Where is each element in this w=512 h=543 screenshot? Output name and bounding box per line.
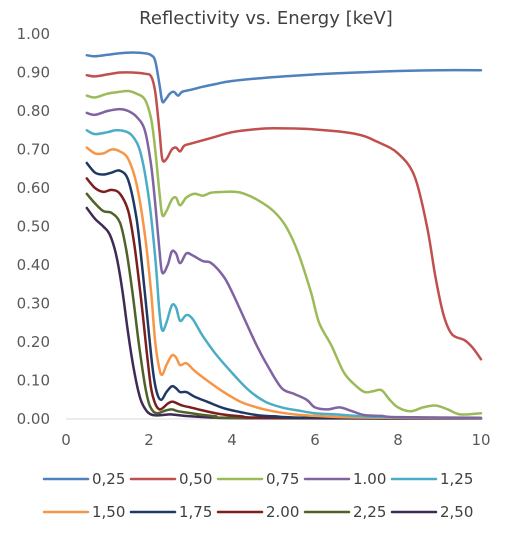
legend-item: 0,75 [216, 470, 299, 488]
series-line [85, 107, 483, 420]
legend-item: 2,50 [390, 503, 473, 521]
y-axis-ticks: 0.00 0.10 0.20 0.30 0.40 0.50 0.60 0.70 0.80 0.90… [17, 25, 50, 428]
series-line [85, 177, 483, 420]
legend-item: 0,25 [42, 470, 125, 488]
x-tick-label: 2 [144, 431, 154, 449]
legend-label: 1,50 [92, 503, 125, 521]
x-tick-label: 4 [227, 431, 237, 449]
legend-label: 2,25 [353, 503, 386, 521]
y-tick-label: 0.30 [17, 295, 50, 313]
series-lines [85, 51, 483, 420]
series-line [85, 161, 483, 420]
legend-label: 0,25 [92, 470, 125, 488]
legend-label: 1,75 [179, 503, 212, 521]
y-tick-label: 0.50 [17, 218, 50, 236]
series-line [85, 71, 483, 361]
legend-item: 1.00 [303, 470, 386, 488]
legend-label: 0,50 [179, 470, 212, 488]
series-line [85, 128, 483, 420]
legend-item: 2,25 [303, 503, 386, 521]
legend-label: 0,75 [266, 470, 299, 488]
y-tick-label: 0.00 [17, 410, 50, 428]
legend-label: 2.00 [266, 503, 299, 521]
series-line [85, 89, 483, 416]
legend-label: 1.00 [353, 470, 386, 488]
legend-item: 2.00 [216, 503, 299, 521]
y-tick-label: 0.20 [17, 333, 50, 351]
x-tick-label: 6 [310, 431, 320, 449]
legend-label: 2,50 [440, 503, 473, 521]
x-tick-label: 8 [393, 431, 403, 449]
legend-label: 1,25 [440, 470, 473, 488]
y-tick-label: 0.70 [17, 141, 50, 159]
chart-title: Reflectivity vs. Energy [keV] [139, 8, 393, 29]
series-line [85, 192, 483, 420]
legend-item: 1,50 [42, 503, 125, 521]
y-tick-label: 0.40 [17, 256, 50, 274]
y-tick-label: 0.80 [17, 102, 50, 120]
legend-item: 1,75 [129, 503, 212, 521]
y-tick-label: 1.00 [17, 25, 50, 43]
x-tick-label: 0 [61, 431, 71, 449]
legend: 0,25 0,50 0,75 1.00 1,25 1,50 1,75 2.00 2,25 2,50 [42, 470, 473, 521]
legend-item: 0,50 [129, 470, 212, 488]
series-line [85, 206, 483, 420]
x-tick-label: 10 [471, 431, 490, 449]
x-axis-ticks: 0 2 4 6 8 10 [61, 431, 490, 449]
y-tick-label: 0.10 [17, 372, 50, 390]
legend-item: 1,25 [390, 470, 473, 488]
y-tick-label: 0.60 [17, 179, 50, 197]
series-line [85, 51, 483, 104]
y-tick-label: 0.90 [17, 64, 50, 82]
series-line [85, 146, 483, 420]
